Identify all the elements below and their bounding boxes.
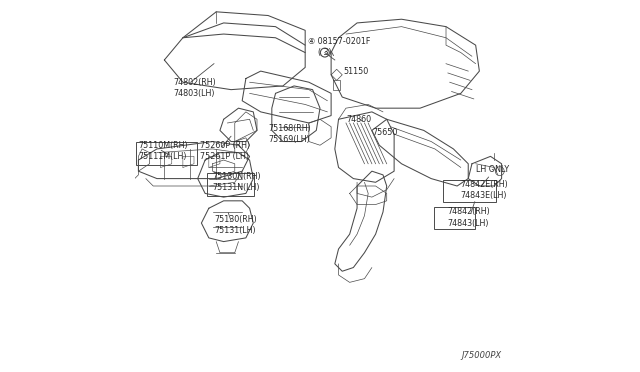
Text: LH ONLY: LH ONLY — [476, 165, 509, 174]
Text: J75000PX: J75000PX — [461, 351, 502, 360]
Text: 75130(RH)
75131(LH): 75130(RH) 75131(LH) — [214, 215, 257, 235]
Text: ④ 08157-0201F
    ( 3): ④ 08157-0201F ( 3) — [308, 37, 371, 57]
Text: 74842E(RH)
74843E(LH): 74842E(RH) 74843E(LH) — [461, 180, 509, 200]
Text: 75130N(RH)
75131N(LH): 75130N(RH) 75131N(LH) — [212, 172, 261, 192]
Text: 75650: 75650 — [372, 128, 397, 137]
Text: 75260P (RH)
75261P (LH): 75260P (RH) 75261P (LH) — [200, 141, 250, 161]
Text: 51150: 51150 — [343, 67, 369, 76]
Text: 74860: 74860 — [347, 115, 372, 124]
Text: 74842(RH)
74843(LH): 74842(RH) 74843(LH) — [448, 208, 491, 228]
Text: 75110M(RH)
75111M(LH): 75110M(RH) 75111M(LH) — [138, 141, 188, 161]
Text: 74802(RH)
74803(LH): 74802(RH) 74803(LH) — [173, 78, 216, 98]
Text: 75168(RH)
75169(LH): 75168(RH) 75169(LH) — [268, 124, 311, 144]
